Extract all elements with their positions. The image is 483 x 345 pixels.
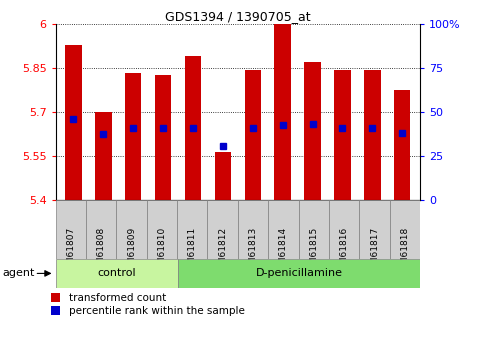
Bar <box>155 76 171 200</box>
Bar <box>244 70 261 200</box>
Bar <box>65 45 82 200</box>
Text: GSM61810: GSM61810 <box>157 227 167 276</box>
Bar <box>394 90 411 200</box>
Bar <box>56 259 178 288</box>
Title: GDS1394 / 1390705_at: GDS1394 / 1390705_at <box>165 10 311 23</box>
Bar <box>304 62 321 200</box>
Bar <box>274 24 291 200</box>
Bar <box>334 70 351 200</box>
Text: agent: agent <box>3 268 35 278</box>
Bar <box>208 200 238 259</box>
Text: GSM61815: GSM61815 <box>309 227 318 276</box>
Bar <box>178 259 420 288</box>
Bar <box>116 200 147 259</box>
Bar <box>177 200 208 259</box>
Legend: transformed count, percentile rank within the sample: transformed count, percentile rank withi… <box>51 293 245 316</box>
Bar <box>95 112 112 200</box>
Bar <box>56 200 86 259</box>
Bar <box>238 200 268 259</box>
Bar <box>215 152 231 200</box>
Bar <box>364 70 381 200</box>
Text: GSM61818: GSM61818 <box>400 227 410 276</box>
Bar <box>147 200 177 259</box>
Text: GSM61813: GSM61813 <box>249 227 257 276</box>
Text: GSM61816: GSM61816 <box>340 227 349 276</box>
Text: GSM61817: GSM61817 <box>370 227 379 276</box>
Bar <box>86 200 116 259</box>
Bar <box>185 57 201 200</box>
Text: D-penicillamine: D-penicillamine <box>256 268 342 278</box>
Text: GSM61811: GSM61811 <box>188 227 197 276</box>
Text: GSM61808: GSM61808 <box>97 227 106 276</box>
Bar <box>329 200 359 259</box>
Text: GSM61812: GSM61812 <box>218 227 227 276</box>
Text: GSM61807: GSM61807 <box>66 227 75 276</box>
Bar <box>268 200 298 259</box>
Text: GSM61809: GSM61809 <box>127 227 136 276</box>
Bar <box>359 200 390 259</box>
Bar <box>298 200 329 259</box>
Text: control: control <box>98 268 136 278</box>
Bar <box>125 72 142 200</box>
Text: GSM61814: GSM61814 <box>279 227 288 276</box>
Bar <box>390 200 420 259</box>
